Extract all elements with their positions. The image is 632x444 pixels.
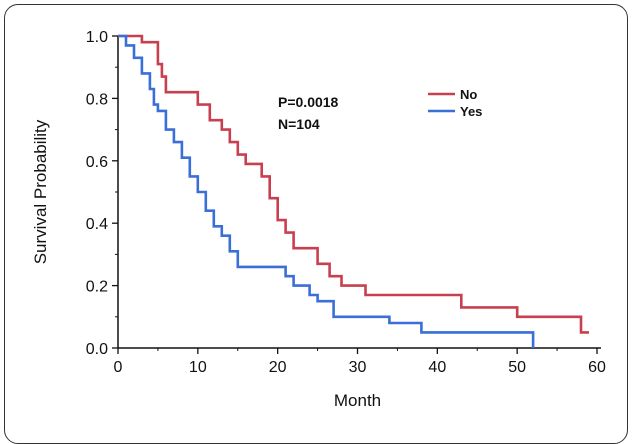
p-value-annotation: P=0.0018: [278, 94, 339, 110]
sample-size-annotation: N=104: [278, 116, 320, 132]
series-layer: [118, 34, 589, 348]
legend-label-no: No: [460, 87, 477, 102]
y-tick-label: 1.0: [86, 29, 108, 46]
y-tick-label: 0.4: [86, 216, 108, 233]
survival-chart: 0 10 20 30 40 50 60 0.0 0.2 0.4 0.6 0.8 1.0 Survival…: [31, 29, 606, 410]
x-axis-title: Month: [334, 391, 381, 410]
legend-label-yes: Yes: [460, 104, 482, 119]
legend: No Yes: [428, 87, 482, 119]
y-tick-label: 0.2: [86, 279, 108, 296]
x-tick-label: 20: [269, 359, 287, 376]
x-tick-label: 40: [428, 359, 446, 376]
series-line-yes: [118, 34, 535, 348]
axis-ticks: 0 10 20 30 40 50 60 0.0 0.2 0.4 0.6 0.8 1.0: [86, 29, 606, 376]
y-axis-title: Survival Probability: [31, 119, 50, 264]
series-line-no: [118, 34, 589, 334]
x-tick-label: 30: [349, 359, 367, 376]
y-tick-label: 0.6: [86, 154, 108, 171]
x-tick-label: 10: [189, 359, 207, 376]
x-tick-label: 60: [588, 359, 606, 376]
axes: [117, 36, 601, 349]
x-tick-label: 50: [508, 359, 526, 376]
y-tick-label: 0.8: [86, 91, 108, 108]
x-tick-label: 0: [114, 359, 123, 376]
y-tick-label: 0.0: [86, 341, 108, 358]
